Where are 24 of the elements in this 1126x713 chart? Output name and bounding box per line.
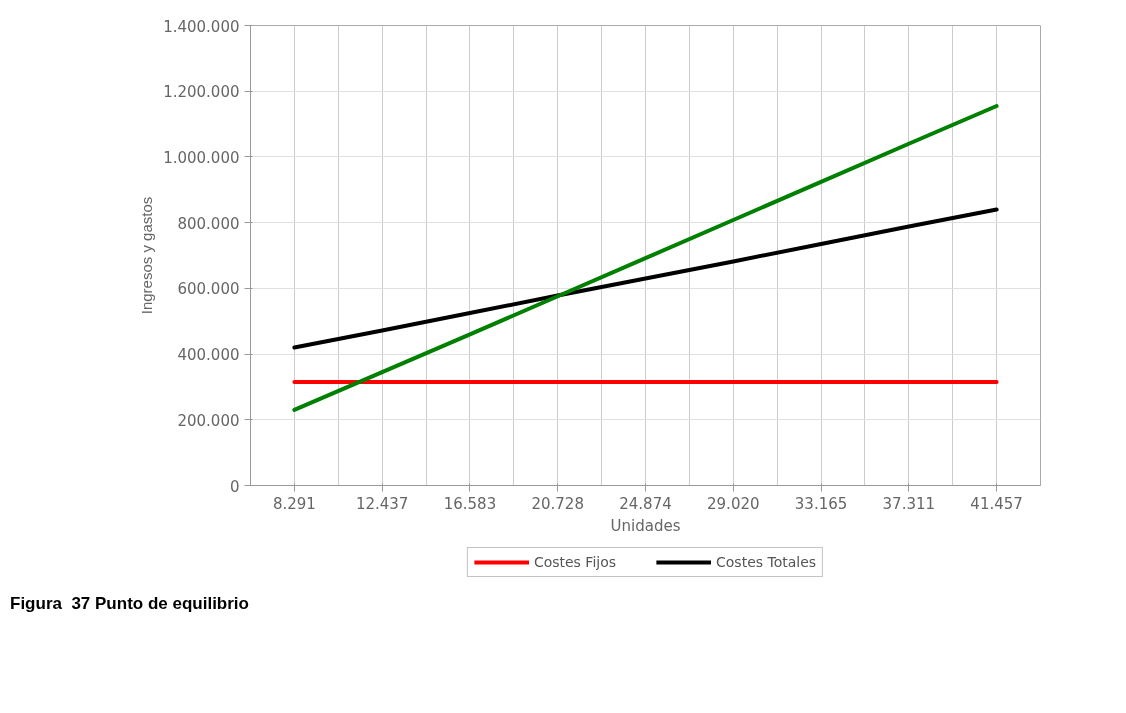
legend-label: Costes Totales bbox=[716, 554, 817, 570]
x-tick-label: 29.020 bbox=[707, 494, 760, 513]
y-tick-label: 800.000 bbox=[177, 214, 240, 233]
y-axis-title: Ingresos y gastos bbox=[138, 196, 156, 315]
x-tick-label: 8.291 bbox=[272, 494, 316, 513]
line-series bbox=[292, 104, 999, 412]
y-tick-label: 1.000.000 bbox=[163, 148, 240, 167]
y-tick-label: 200.000 bbox=[177, 411, 240, 430]
legend-label: Costes Fijos bbox=[533, 554, 617, 570]
y-tick-label: 0 bbox=[229, 477, 240, 496]
x-axis-title: Unidades bbox=[610, 516, 681, 535]
x-tick-label: 33.165 bbox=[794, 494, 848, 513]
x-tick-label: 41.457 bbox=[970, 494, 1023, 513]
x-tick-label: 37.311 bbox=[882, 494, 936, 513]
text: Figura 37 Punto de equilibrio bbox=[10, 593, 249, 615]
x-tick-label: 24.874 bbox=[619, 494, 672, 513]
line-series bbox=[292, 207, 999, 350]
y-tick-label: 600.000 bbox=[177, 280, 240, 299]
y-tick-label: 1.200.000 bbox=[163, 83, 240, 102]
x-tick-label: 12.437 bbox=[355, 494, 409, 513]
y-tick-label: 400.000 bbox=[177, 346, 240, 365]
x-tick-label: 20.728 bbox=[531, 494, 584, 513]
y-tick-label: 1.400.000 bbox=[163, 17, 240, 36]
x-tick-label: 16.583 bbox=[443, 494, 497, 513]
